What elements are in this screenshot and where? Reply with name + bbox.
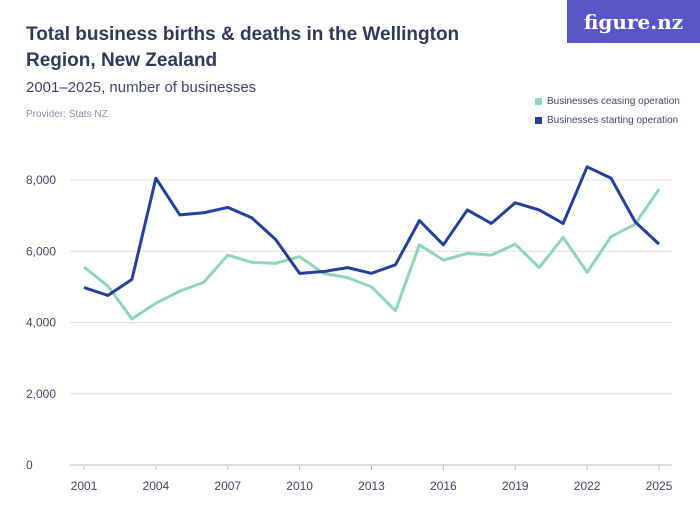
legend-item-starting: Businesses starting operation xyxy=(535,111,680,130)
figure-nz-logo[interactable]: figure.nz xyxy=(567,0,700,43)
x-tick-label: 2022 xyxy=(574,479,601,493)
x-tick-label: 2007 xyxy=(214,479,241,493)
provider-label: Provider: Stats NZ xyxy=(26,109,108,120)
y-tick-label: 2,000 xyxy=(26,387,56,401)
legend-swatch xyxy=(535,117,542,124)
x-tick-label: 2016 xyxy=(430,479,457,493)
x-tick-label: 2013 xyxy=(358,479,385,493)
legend-swatch xyxy=(535,98,542,105)
series-line-starting xyxy=(83,165,661,297)
y-tick-label: 6,000 xyxy=(26,244,56,258)
legend: Businesses ceasing operation Businesses … xyxy=(535,92,680,130)
y-tick-label: 0 xyxy=(26,458,33,472)
x-tick-label: 2004 xyxy=(143,479,170,493)
legend-label: Businesses ceasing operation xyxy=(547,96,680,107)
x-tick-label: 2025 xyxy=(646,479,673,493)
x-tick-label: 2001 xyxy=(71,479,98,493)
y-tick-label: 4,000 xyxy=(26,316,56,330)
x-tick-label: 2019 xyxy=(502,479,529,493)
x-tick-label: 2010 xyxy=(286,479,313,493)
series-line-ceasing xyxy=(83,188,661,321)
y-tick-label: 8,000 xyxy=(26,173,56,187)
chart-subtitle: 2001–2025, number of businesses xyxy=(26,79,257,96)
chart-title: Total business births & deaths in the We… xyxy=(26,24,460,71)
legend-item-ceasing: Businesses ceasing operation xyxy=(535,92,680,111)
legend-label: Businesses starting operation xyxy=(547,115,679,126)
